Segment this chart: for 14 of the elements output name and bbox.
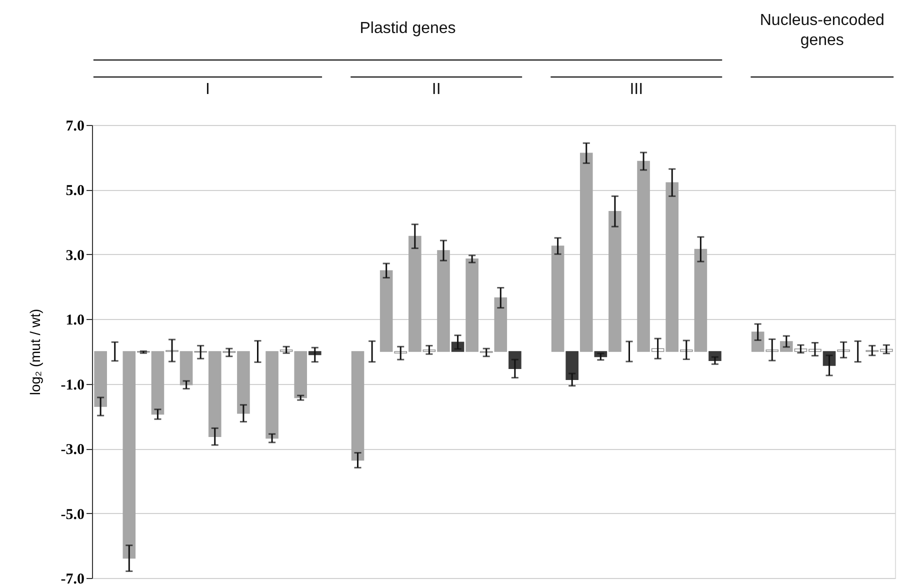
text: Nucleus-encoded genes	[760, 12, 884, 49]
y-tick-label: -1.0	[60, 377, 84, 394]
y-tick-label: 7.0	[66, 118, 84, 134]
y-tick-label: -5.0	[60, 506, 84, 523]
y-tick-label: -7.0	[60, 572, 84, 587]
y-tick-label: 1.0	[66, 312, 84, 329]
y-tick-label: -3.0	[60, 442, 84, 458]
text: III	[630, 81, 644, 98]
text: Plastid genes	[360, 20, 456, 37]
y-axis-title: log₂ (mut / wt)	[26, 308, 43, 396]
text: II	[432, 81, 441, 98]
y-tick-label: 5.0	[66, 183, 84, 200]
y-tick-label: 3.0	[66, 248, 84, 264]
text: I	[206, 81, 210, 98]
